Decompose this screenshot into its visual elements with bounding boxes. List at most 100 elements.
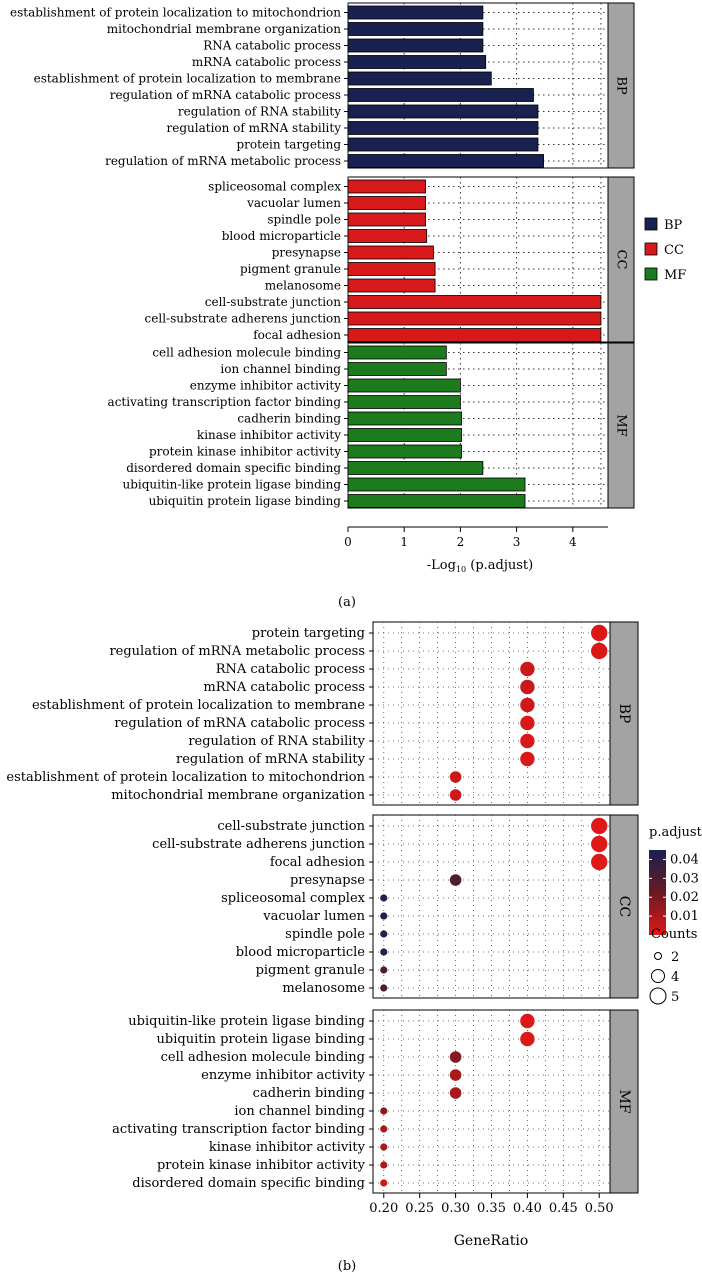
dot-category-label: disordered domain specific binding	[132, 1176, 365, 1191]
facet-strip-label: CC	[614, 250, 629, 270]
x-tick-label: 0.25	[405, 1201, 434, 1216]
legend-label-mf: MF	[664, 268, 686, 283]
dot-category-label: mRNA catabolic process	[203, 680, 365, 695]
bar-establishment-of-protein-localization-to-membrane	[347, 71, 492, 86]
bar-category-label: cell-substrate junction	[205, 295, 342, 309]
dot-ion-channel-binding	[380, 1107, 388, 1115]
bar-category-label: presynapse	[272, 246, 341, 260]
dot-category-label: regulation of mRNA catabolic process	[114, 716, 365, 731]
bar-category-label: protein targeting	[236, 138, 341, 152]
dot-cell-adhesion-molecule-binding	[449, 1051, 462, 1063]
panel-b-label: (b)	[338, 1259, 356, 1274]
bar-category-label: kinase inhibitor activity	[197, 428, 341, 442]
dot-plot-panel-b: protein targeting regulation of mRNA meta…	[6, 621, 702, 1249]
dot-focal-adhesion	[591, 853, 608, 871]
x-axis-title: GeneRatio	[454, 1233, 529, 1249]
legend-swatch-cc	[644, 242, 658, 256]
dot-pigment-granule	[380, 966, 388, 974]
dot-melanosome	[380, 984, 388, 992]
x-tick-label: 0.20	[369, 1201, 398, 1216]
bar-activating-transcription-factor-binding	[347, 395, 461, 409]
bar-category-label: protein kinase inhibitor activity	[149, 445, 341, 459]
dot-category-label: cell adhesion molecule binding	[161, 1050, 365, 1065]
facet-strip	[607, 2, 635, 169]
bar-regulation-of-mrna-catabolic-process	[347, 88, 534, 102]
bar-regulation-of-mrna-metabolic-process	[347, 154, 544, 168]
dot-cell-substrate-junction	[591, 817, 608, 835]
size-legend-circle	[651, 969, 665, 983]
dot-protein-kinase-inhibitor-activity	[380, 1161, 388, 1169]
size-legend-label: 4	[671, 970, 679, 985]
dot-category-label: vacuolar lumen	[262, 909, 365, 924]
bar-ion-channel-binding	[347, 362, 447, 376]
dot-category-label: spindle pole	[285, 927, 365, 942]
dot-category-label: protein kinase inhibitor activity	[157, 1158, 366, 1173]
dot-vacuolar-lumen	[380, 912, 388, 920]
facet-strip-label: MF	[614, 414, 629, 436]
color-tick-label: 0.04	[670, 852, 699, 867]
x-tick-label: 0.30	[441, 1201, 470, 1216]
dot-category-label: cadherin binding	[253, 1086, 365, 1101]
bar-category-label: ubiquitin-like protein ligase binding	[122, 478, 341, 492]
bar-cell-adhesion-molecule-binding	[347, 345, 447, 360]
bar-category-label: spliceosomal complex	[208, 180, 341, 194]
dot-mrna-catabolic-process	[520, 679, 535, 695]
dot-category-label: focal adhesion	[270, 855, 366, 870]
dot-ubiquitin-like-protein-ligase-binding	[520, 1013, 535, 1029]
dot-establishment-of-protein-localization-to-membrane	[520, 697, 535, 713]
dot-category-label: melanosome	[282, 981, 365, 996]
bar-cell-substrate-adherens-junction	[347, 311, 602, 326]
facet-strip	[609, 1009, 639, 1194]
facet-cc: spliceosomal complex vacuolar lumen spindl…	[145, 176, 635, 343]
bar-ubiquitin-like-protein-ligase-binding	[347, 477, 526, 492]
dot-category-label: establishment of protein localization to…	[6, 770, 365, 785]
dot-rna-catabolic-process	[520, 661, 535, 677]
bar-category-label: regulation of mRNA catabolic process	[110, 88, 341, 102]
dot-facet-bp: protein targeting regulation of mRNA meta…	[6, 621, 639, 806]
bar-category-label: ion channel binding	[220, 362, 341, 376]
facet-strip	[609, 621, 639, 806]
bar-rna-catabolic-process	[347, 38, 484, 53]
bar-category-label: mitochondrial membrane organization	[107, 22, 342, 36]
bar-category-label: establishment of protein localization to…	[10, 6, 341, 20]
dot-category-label: ion channel binding	[234, 1104, 365, 1119]
dot-ubiquitin-protein-ligase-binding	[520, 1031, 535, 1047]
color-gradient-bar	[649, 850, 666, 935]
x-axis-a: 0 1 2 3 4 -Log10 (p.adjust)	[344, 526, 608, 574]
dot-protein-targeting	[591, 624, 608, 642]
dot-presynapse	[449, 874, 462, 886]
dot-activating-transcription-factor-binding	[380, 1125, 388, 1133]
bar-category-label: vacuolar lumen	[246, 196, 341, 210]
dot-cadherin-binding	[449, 1087, 462, 1099]
x-tick-label: 0.35	[477, 1201, 506, 1216]
x-axis-b: 0.20 0.25 0.30 0.35 0.40 0.45 0.50 GeneRatio	[369, 1192, 614, 1249]
dot-category-label: ubiquitin protein ligase binding	[157, 1032, 365, 1047]
panel-a-label: (a)	[338, 595, 356, 610]
legend-a: BP CC MF	[644, 217, 686, 283]
dot-category-label: presynapse	[290, 873, 365, 888]
dot-disordered-domain-specific-binding	[380, 1179, 388, 1187]
dot-enzyme-inhibitor-activity	[449, 1069, 462, 1081]
bar-category-label: RNA catabolic process	[203, 39, 341, 53]
bar-category-label: ubiquitin protein ligase binding	[149, 494, 342, 508]
color-legend-title: p.adjust	[649, 825, 702, 840]
bar-category-label: cell-substrate adherens junction	[145, 312, 342, 326]
x-tick-label: 0.50	[585, 1201, 614, 1216]
dot-category-label: cell-substrate adherens junction	[152, 837, 365, 852]
bar-pigment-granule	[347, 262, 436, 276]
size-legend-label: 2	[671, 950, 679, 965]
facet-strip-label: BP	[614, 76, 629, 95]
bar-category-label: focal adhesion	[253, 328, 341, 342]
facet-bp: establishment of protein localization to…	[10, 2, 635, 169]
bar-category-label: spindle pole	[267, 213, 341, 227]
dot-category-label: pigment granule	[256, 963, 366, 978]
bar-category-label: cell adhesion molecule binding	[152, 346, 341, 360]
bar-category-label: melanosome	[265, 279, 341, 293]
bar-category-label: enzyme inhibitor activity	[190, 379, 341, 393]
bar-category-label: blood microparticle	[222, 229, 341, 243]
dot-category-label: RNA catabolic process	[216, 662, 365, 677]
x-tick-label: 1	[400, 535, 408, 549]
bar-establishment-of-protein-localization-to-mitochondrion	[347, 5, 484, 20]
x-tick-label: 2	[457, 535, 465, 549]
dot-category-label: regulation of mRNA metabolic process	[109, 644, 365, 659]
